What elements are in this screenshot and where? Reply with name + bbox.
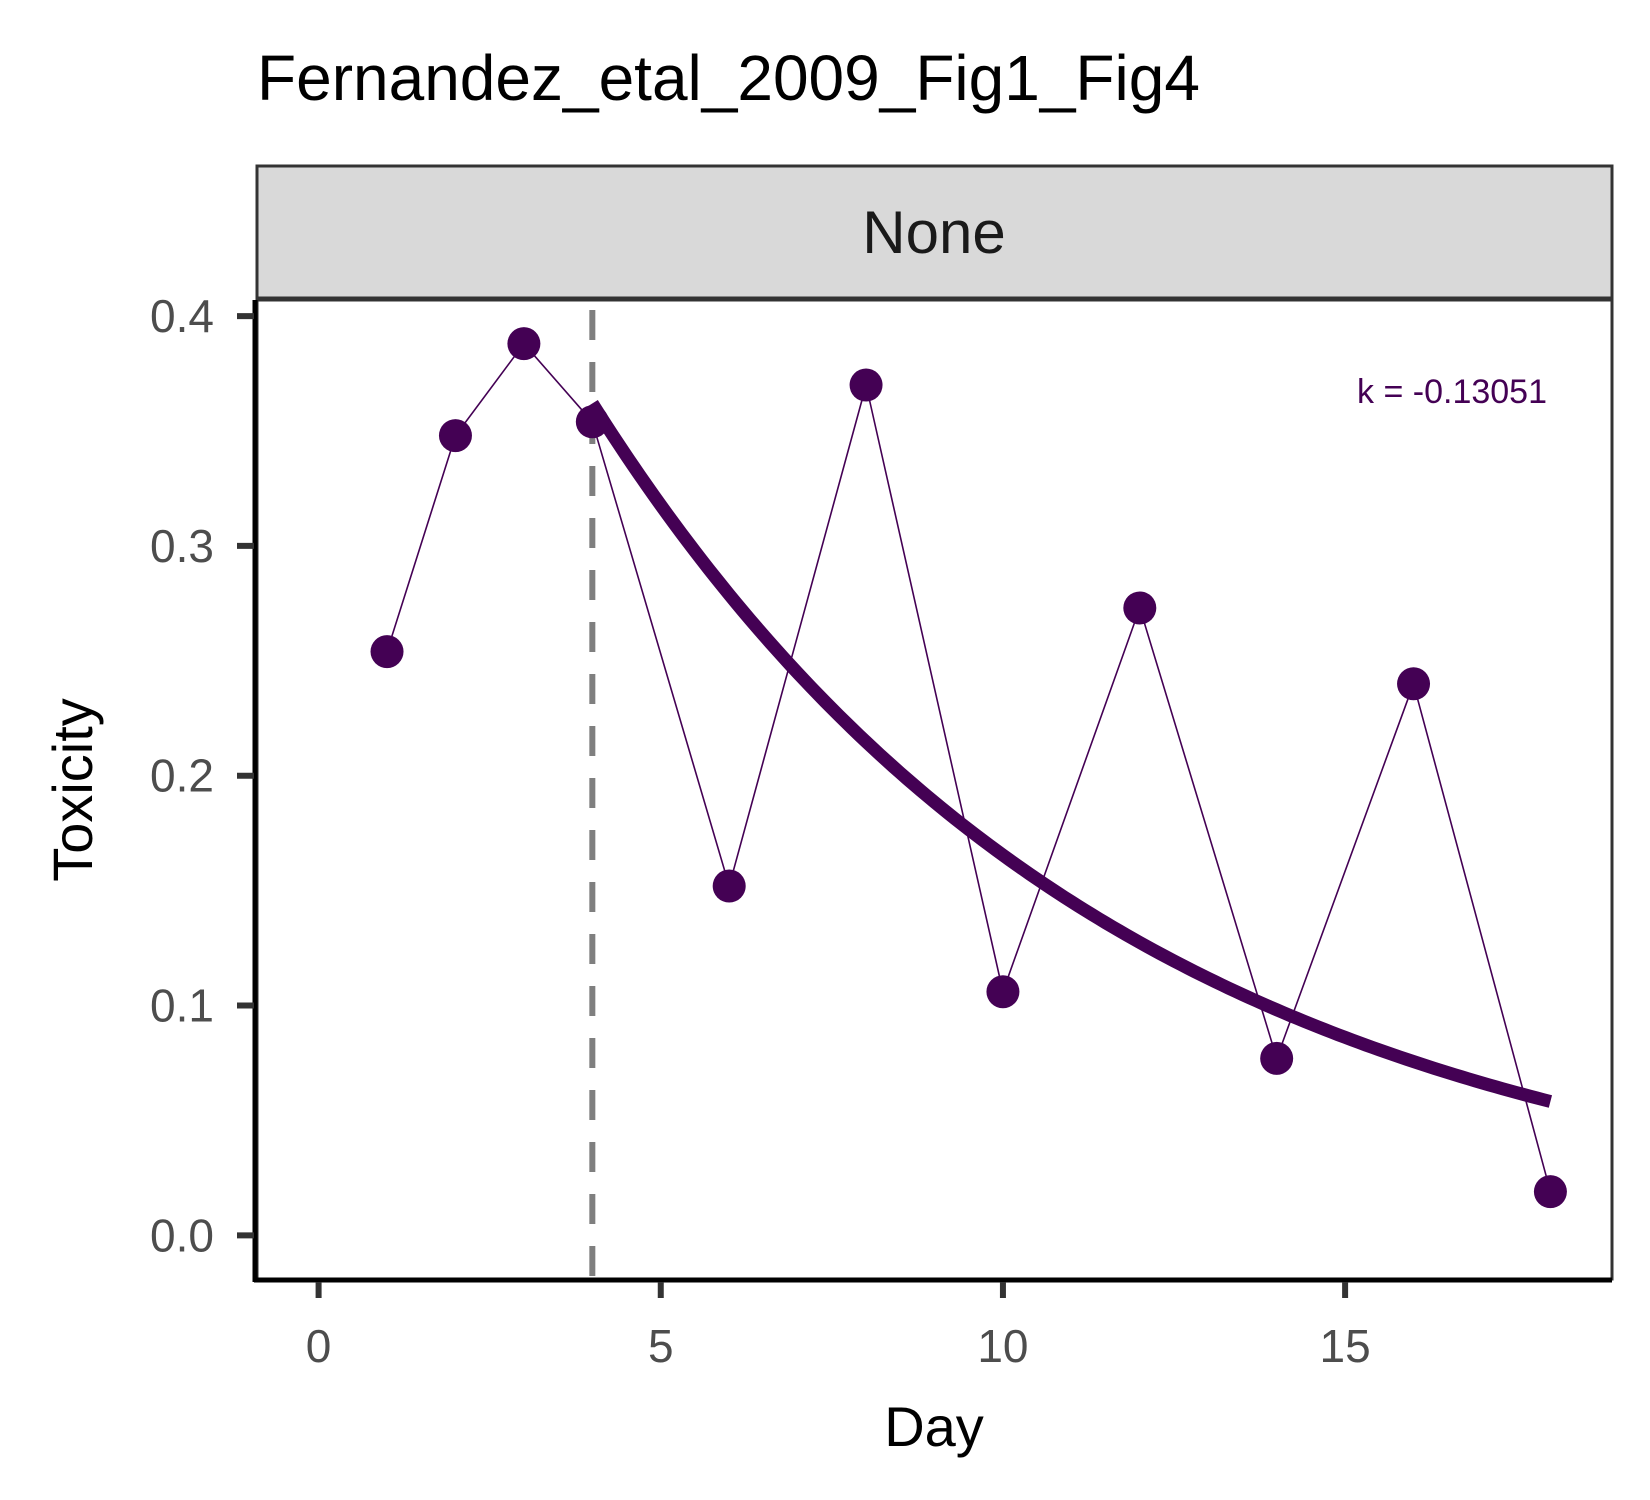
data-point — [1397, 667, 1431, 701]
facet-strip — [255, 164, 1614, 300]
chart-title: Fernandez_etal_2009_Fig1_Fig4 — [257, 42, 1200, 114]
fit-curve — [586, 399, 1553, 1108]
plot-panel — [255, 298, 1614, 1281]
x-tick-label: 10 — [977, 1320, 1028, 1372]
y-axis-title: Toxicity — [41, 698, 104, 882]
y-tick-label: 0.1 — [150, 980, 214, 1032]
y-tick-label: 0.4 — [150, 290, 214, 342]
data-point — [438, 419, 472, 453]
y-tick-label: 0.0 — [150, 1209, 214, 1261]
data-point — [575, 405, 609, 439]
y-tick-label: 0.2 — [150, 750, 214, 802]
x-axis-title: Day — [884, 1395, 984, 1458]
x-tick-label: 5 — [648, 1320, 674, 1372]
data-point — [1123, 591, 1157, 625]
x-tick-label: 15 — [1320, 1320, 1371, 1372]
k-annotation: k = -0.13051 — [1357, 373, 1547, 411]
data-point — [849, 368, 883, 402]
data-point — [712, 869, 746, 903]
x-tick-label: 0 — [306, 1320, 332, 1372]
axis-layer: 0 5 10 15 0.0 0.1 0.2 0.3 0.4 — [150, 290, 1371, 1372]
data-point — [1533, 1175, 1567, 1209]
y-tick-label: 0.3 — [150, 520, 214, 572]
data-point — [1260, 1041, 1294, 1075]
data-point — [370, 635, 404, 669]
plot-layer — [370, 310, 1567, 1279]
facet-label: None — [862, 199, 1005, 266]
data-point — [986, 975, 1020, 1009]
data-point — [507, 327, 541, 361]
